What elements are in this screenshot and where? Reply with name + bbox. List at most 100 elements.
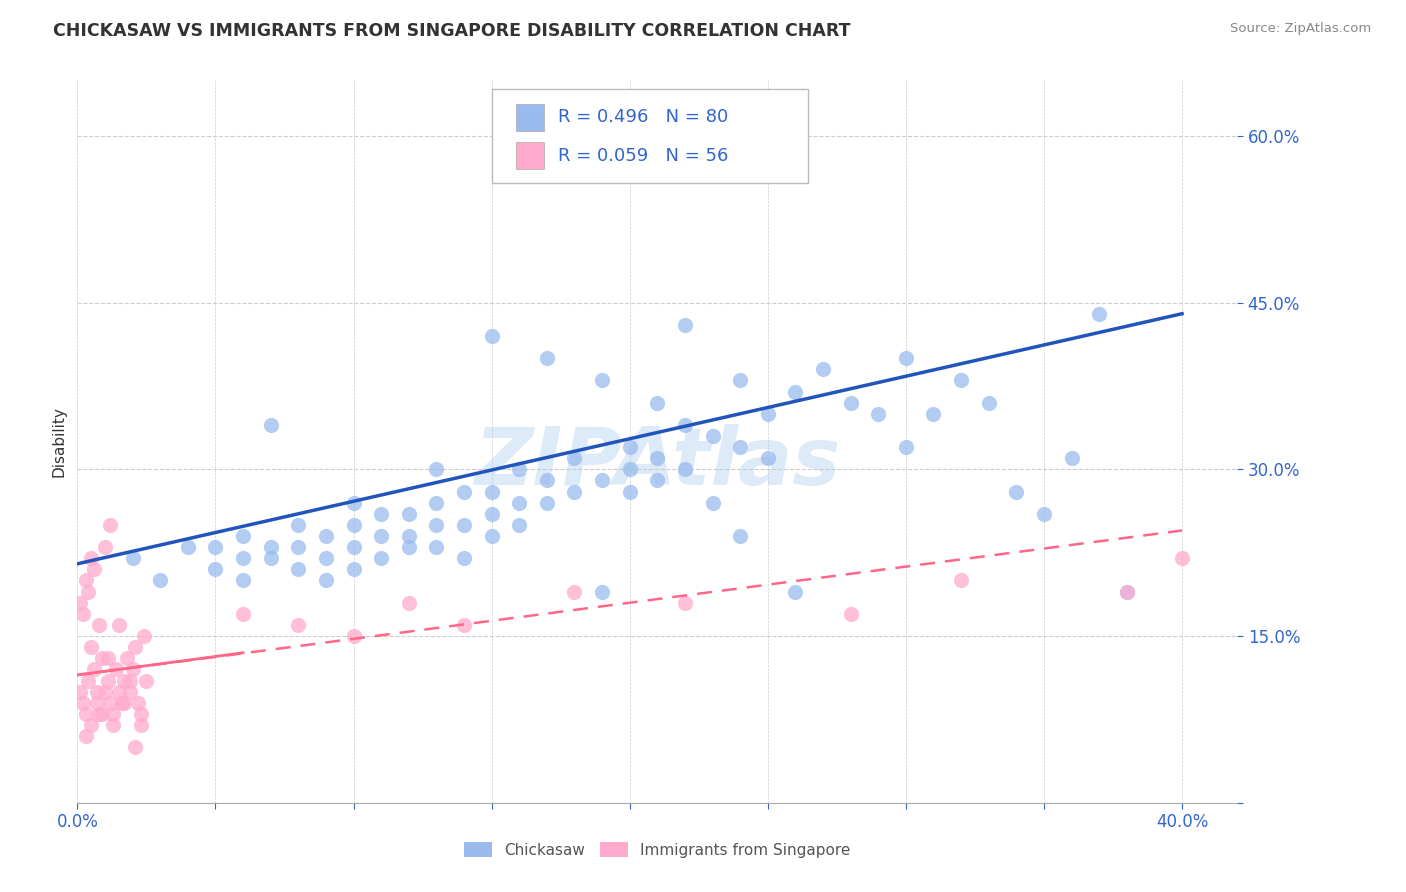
Chickasaw	[839, 395, 862, 409]
Immigrants from Singapore	[124, 640, 146, 655]
Chickasaw	[1088, 307, 1111, 321]
Chickasaw	[922, 407, 945, 421]
Chickasaw	[232, 529, 254, 543]
Immigrants from Singapore	[86, 684, 108, 698]
Immigrants from Singapore	[103, 718, 125, 732]
Chickasaw	[232, 551, 254, 566]
Chickasaw	[481, 484, 503, 499]
Chickasaw	[673, 318, 696, 332]
Immigrants from Singapore	[129, 706, 152, 721]
Chickasaw	[342, 496, 364, 510]
Immigrants from Singapore	[72, 696, 94, 710]
Immigrants from Singapore	[839, 607, 862, 621]
Immigrants from Singapore	[1171, 551, 1194, 566]
Immigrants from Singapore	[89, 618, 111, 632]
Immigrants from Singapore	[77, 584, 100, 599]
Chickasaw	[370, 529, 392, 543]
Chickasaw	[481, 507, 503, 521]
Immigrants from Singapore	[453, 618, 475, 632]
Chickasaw	[1005, 484, 1028, 499]
Chickasaw	[398, 529, 420, 543]
Immigrants from Singapore	[91, 651, 114, 665]
Immigrants from Singapore	[127, 696, 149, 710]
Chickasaw	[977, 395, 1000, 409]
Immigrants from Singapore	[80, 718, 103, 732]
Immigrants from Singapore	[398, 596, 420, 610]
Chickasaw	[342, 540, 364, 554]
Chickasaw	[728, 440, 751, 454]
Chickasaw	[287, 517, 309, 532]
Chickasaw	[232, 574, 254, 588]
Chickasaw	[564, 484, 586, 499]
Immigrants from Singapore	[135, 673, 157, 688]
Immigrants from Singapore	[124, 740, 146, 755]
Chickasaw	[260, 417, 283, 432]
Chickasaw	[315, 551, 337, 566]
Chickasaw	[756, 407, 779, 421]
Immigrants from Singapore	[112, 696, 135, 710]
Chickasaw	[536, 351, 558, 366]
Chickasaw	[536, 474, 558, 488]
Immigrants from Singapore	[100, 696, 122, 710]
Chickasaw	[1060, 451, 1083, 466]
Chickasaw	[453, 517, 475, 532]
Immigrants from Singapore	[129, 718, 152, 732]
Chickasaw	[1032, 507, 1054, 521]
Y-axis label: Disability: Disability	[51, 406, 66, 477]
Chickasaw	[645, 395, 669, 409]
Immigrants from Singapore	[100, 517, 122, 532]
Chickasaw	[591, 474, 613, 488]
Chickasaw	[121, 551, 143, 566]
Chickasaw	[370, 507, 392, 521]
Chickasaw	[315, 529, 337, 543]
Chickasaw	[702, 496, 724, 510]
Immigrants from Singapore	[115, 651, 138, 665]
Immigrants from Singapore	[564, 584, 586, 599]
Chickasaw	[728, 529, 751, 543]
Immigrants from Singapore	[121, 662, 143, 676]
Immigrants from Singapore	[80, 551, 103, 566]
Chickasaw	[481, 329, 503, 343]
Immigrants from Singapore	[94, 684, 117, 698]
Chickasaw	[536, 496, 558, 510]
Chickasaw	[149, 574, 172, 588]
Chickasaw	[425, 462, 447, 476]
Chickasaw	[287, 562, 309, 576]
Immigrants from Singapore	[97, 651, 120, 665]
Immigrants from Singapore	[86, 696, 108, 710]
Chickasaw	[453, 551, 475, 566]
Text: ZIPAtlas: ZIPAtlas	[474, 425, 841, 502]
Chickasaw	[785, 584, 807, 599]
Immigrants from Singapore	[75, 706, 97, 721]
Legend: Chickasaw, Immigrants from Singapore: Chickasaw, Immigrants from Singapore	[458, 836, 856, 863]
Chickasaw	[785, 384, 807, 399]
Immigrants from Singapore	[89, 706, 111, 721]
Immigrants from Singapore	[77, 673, 100, 688]
Chickasaw	[204, 562, 226, 576]
Immigrants from Singapore	[1115, 584, 1137, 599]
Chickasaw	[508, 496, 530, 510]
Chickasaw	[481, 529, 503, 543]
Chickasaw	[398, 507, 420, 521]
Chickasaw	[619, 484, 641, 499]
Chickasaw	[177, 540, 200, 554]
Text: R = 0.059   N = 56: R = 0.059 N = 56	[558, 146, 728, 164]
Chickasaw	[342, 562, 364, 576]
Chickasaw	[868, 407, 890, 421]
Immigrants from Singapore	[72, 607, 94, 621]
Chickasaw	[260, 540, 283, 554]
Chickasaw	[204, 540, 226, 554]
Chickasaw	[673, 417, 696, 432]
Immigrants from Singapore	[287, 618, 309, 632]
Immigrants from Singapore	[112, 673, 135, 688]
Chickasaw	[728, 373, 751, 387]
Text: CHICKASAW VS IMMIGRANTS FROM SINGAPORE DISABILITY CORRELATION CHART: CHICKASAW VS IMMIGRANTS FROM SINGAPORE D…	[53, 22, 851, 40]
Chickasaw	[260, 551, 283, 566]
Chickasaw	[645, 474, 669, 488]
Chickasaw	[811, 362, 834, 376]
Chickasaw	[342, 517, 364, 532]
Immigrants from Singapore	[342, 629, 364, 643]
Immigrants from Singapore	[673, 596, 696, 610]
Chickasaw	[508, 517, 530, 532]
Immigrants from Singapore	[132, 629, 155, 643]
